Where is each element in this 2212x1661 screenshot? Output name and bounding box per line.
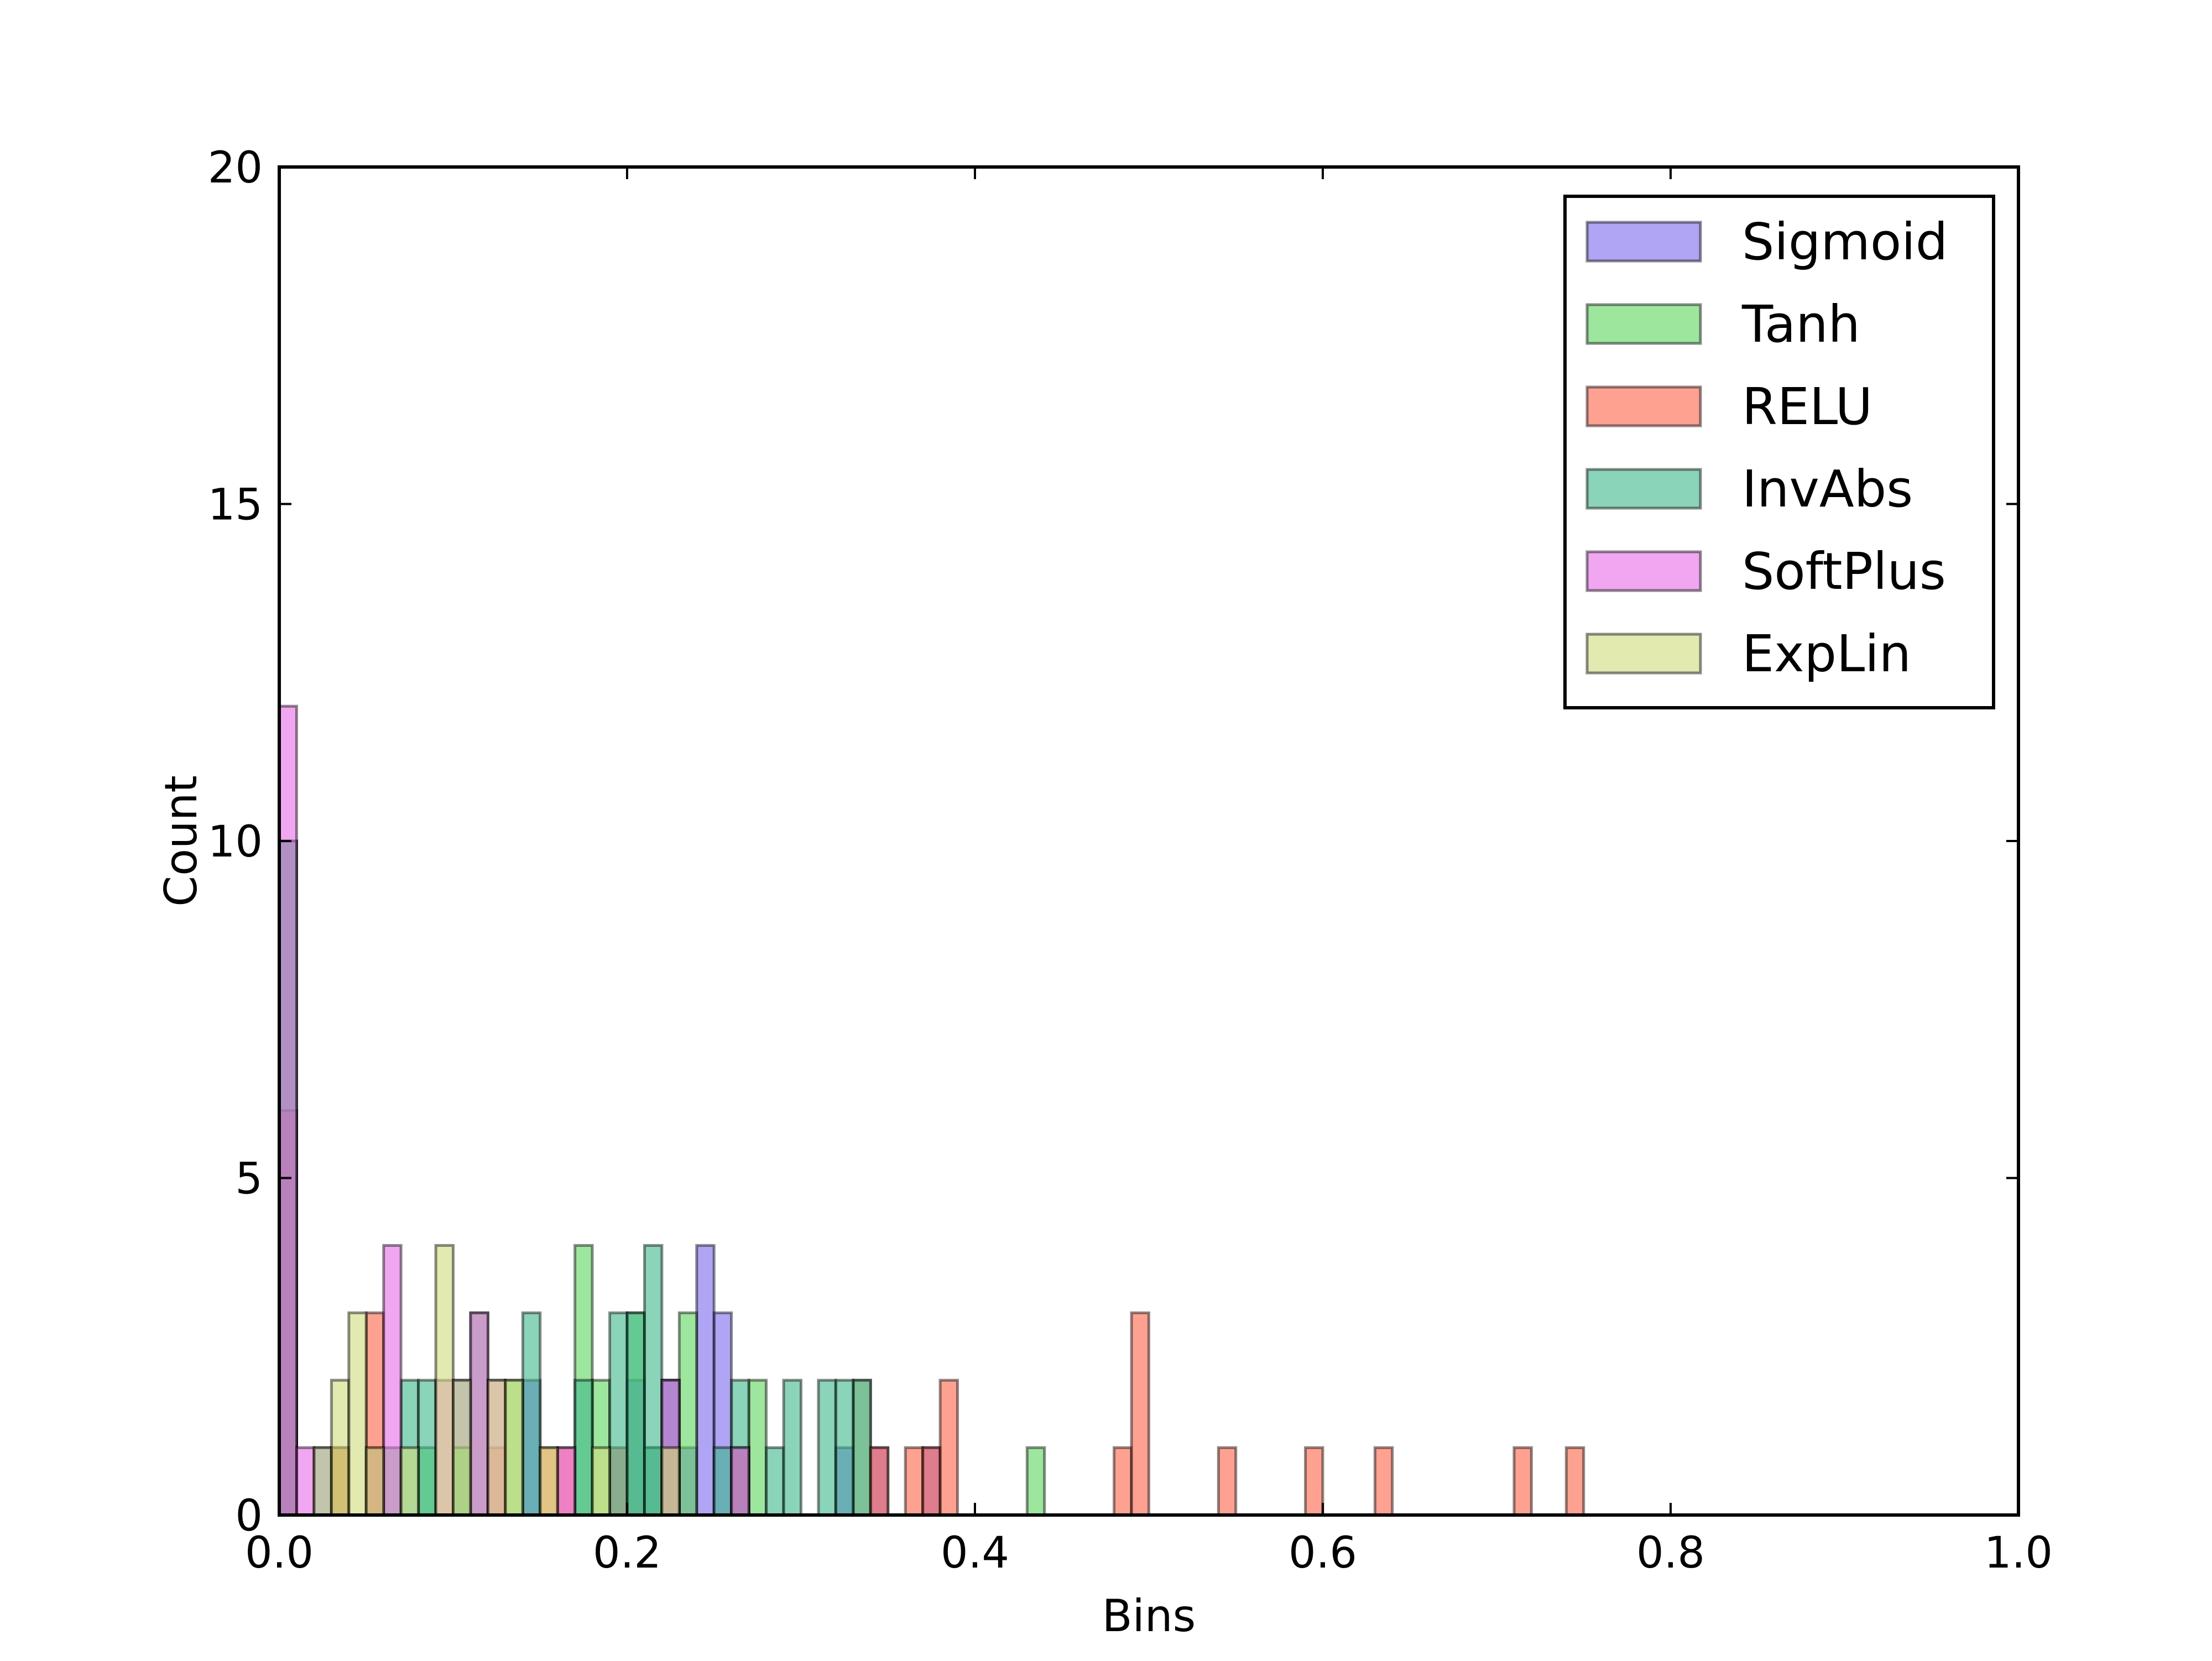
- y-tick-label: 15: [208, 480, 263, 530]
- legend-label-softplus: SoftPlus: [1742, 542, 1946, 601]
- tanh-bar: [852, 1378, 872, 1517]
- x-tick-label: 0.2: [593, 1528, 661, 1578]
- relu-bar: [1373, 1446, 1394, 1517]
- ticks-layer: 0.0 0.2 0.4 0.6 0.8 1.0 0 5 10 15 20: [208, 143, 2053, 1578]
- plot-frame: [278, 165, 2020, 1517]
- relu-bar: [904, 1446, 925, 1517]
- x-tick-label: 0.8: [1636, 1528, 1705, 1578]
- invabs-bar: [782, 1378, 803, 1517]
- invabs-bar: [765, 1446, 785, 1517]
- tanh-bar: [1025, 1446, 1046, 1517]
- legend-label-tanh: Tanh: [1741, 295, 1860, 354]
- legend-label-invabs: InvAbs: [1742, 459, 1913, 519]
- x-tick-label: 1.0: [1984, 1528, 2053, 1578]
- explin-bar: [312, 1446, 333, 1517]
- softplus-bar: [295, 1446, 316, 1517]
- legend-label-explin: ExpLin: [1742, 624, 1911, 683]
- relu-bar: [1217, 1446, 1238, 1517]
- invabs-bar: [417, 1378, 437, 1517]
- relu-bar: [1512, 1446, 1533, 1517]
- relu-bar: [1564, 1446, 1585, 1517]
- x-tick-label: 0.4: [941, 1528, 1009, 1578]
- explin-bar: [330, 1378, 351, 1517]
- invabs-bar: [521, 1311, 542, 1517]
- invabs-bar: [573, 1378, 594, 1517]
- y-tick-label: 10: [208, 817, 263, 867]
- softplus-bar: [730, 1446, 750, 1517]
- invabs-bar: [625, 1311, 646, 1517]
- relu-bar: [869, 1446, 890, 1517]
- tanh-bar: [677, 1311, 698, 1517]
- x-tick-label: 0.6: [1288, 1528, 1357, 1578]
- legend-swatch-softplus: [1585, 550, 1702, 592]
- relu-bar: [1304, 1446, 1324, 1517]
- sigmoid-bar: [695, 1244, 716, 1517]
- bars-layer: [278, 704, 1585, 1517]
- invabs-bar: [712, 1446, 733, 1517]
- relu-bar: [1113, 1446, 1133, 1517]
- legend-swatch-tanh: [1585, 303, 1702, 345]
- softplus-bar: [278, 704, 298, 1517]
- legend-swatch-invabs: [1585, 468, 1702, 510]
- y-tick-label: 0: [235, 1491, 263, 1541]
- legend-swatch-sigmoid: [1585, 221, 1702, 263]
- explin-bar: [364, 1446, 385, 1517]
- explin-bar: [399, 1446, 420, 1517]
- legend-swatch-explin: [1585, 633, 1702, 675]
- x-tick-label: 0.0: [245, 1528, 314, 1578]
- legend-label-relu: RELU: [1742, 377, 1872, 436]
- softplus-bar: [556, 1446, 577, 1517]
- invabs-bar: [817, 1378, 837, 1517]
- softplus-bar: [382, 1244, 403, 1517]
- explin-bar: [452, 1378, 472, 1517]
- legend: Sigmoid Tanh RELU InvAbs SoftPlus ExpLin: [1563, 195, 1995, 709]
- invabs-bar: [643, 1244, 664, 1517]
- invabs-bar: [608, 1311, 629, 1517]
- legend-label-sigmoid: Sigmoid: [1742, 212, 1948, 271]
- relu-bar: [938, 1378, 959, 1517]
- legend-box: [1563, 195, 1995, 709]
- y-tick-label: 20: [208, 143, 263, 193]
- explin-bar: [347, 1311, 368, 1517]
- explin-bar: [539, 1446, 559, 1517]
- legend-swatch-relu: [1585, 385, 1702, 427]
- x-axis-label: Bins: [1102, 1590, 1196, 1642]
- explin-bar: [660, 1446, 681, 1517]
- y-axis-label: Count: [155, 775, 207, 907]
- relu-bar: [921, 1446, 942, 1517]
- explin-bar: [504, 1378, 524, 1517]
- explin-bar: [434, 1244, 455, 1517]
- invabs-bar: [834, 1378, 855, 1517]
- y-tick-label: 5: [235, 1155, 263, 1204]
- explin-bar: [486, 1378, 507, 1517]
- softplus-bar: [469, 1311, 489, 1517]
- relu-bar: [1130, 1311, 1151, 1517]
- explin-bar: [591, 1446, 612, 1517]
- tanh-bar: [747, 1378, 768, 1517]
